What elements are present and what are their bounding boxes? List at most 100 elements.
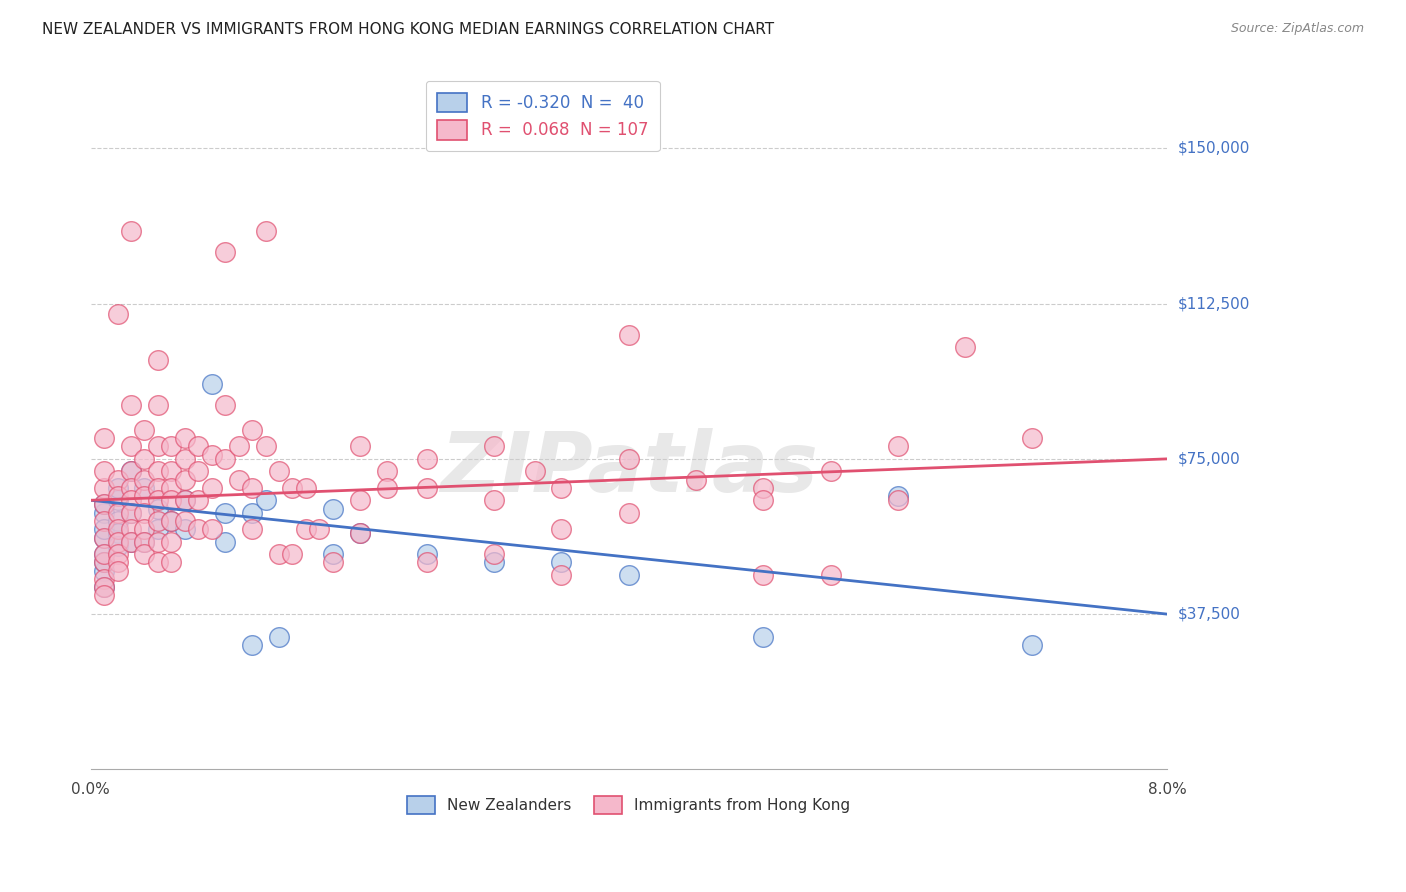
Point (214, 506, 236, 520)
Point (160, 534, 183, 549)
Point (752, 567, 775, 582)
Point (887, 489, 910, 503)
Point (120, 481, 142, 495)
Point (214, 244, 236, 259)
Point (120, 493, 142, 508)
Point (107, 534, 129, 549)
Text: ZIPatlas: ZIPatlas (440, 428, 818, 509)
Point (214, 398, 236, 412)
Point (752, 481, 775, 495)
Point (416, 451, 439, 466)
Point (120, 398, 142, 412)
Point (107, 473, 129, 487)
Point (134, 534, 156, 549)
Point (240, 506, 263, 520)
Point (160, 514, 183, 528)
Point (134, 473, 156, 487)
Point (240, 522, 263, 536)
Point (267, 630, 290, 644)
Point (93, 589, 115, 603)
Point (820, 567, 842, 582)
Point (93, 555, 115, 569)
Point (322, 501, 344, 516)
Point (214, 534, 236, 549)
Point (887, 440, 910, 454)
Point (160, 464, 183, 478)
Point (240, 481, 263, 495)
Point (93, 531, 115, 545)
Point (93, 522, 115, 536)
Point (267, 547, 290, 561)
Point (187, 493, 209, 508)
Point (322, 547, 344, 561)
Point (484, 555, 506, 569)
Point (93, 497, 115, 511)
Point (93, 531, 115, 545)
Point (550, 567, 572, 582)
Point (375, 464, 398, 478)
Point (484, 547, 506, 561)
Point (240, 423, 263, 437)
Point (214, 451, 236, 466)
Point (523, 464, 546, 478)
Point (416, 547, 439, 561)
Point (93, 580, 115, 594)
Legend: New Zealanders, Immigrants from Hong Kong: New Zealanders, Immigrants from Hong Kon… (398, 787, 859, 823)
Point (93, 464, 115, 478)
Point (295, 522, 318, 536)
Text: NEW ZEALANDER VS IMMIGRANTS FROM HONG KONG MEDIAN EARNINGS CORRELATION CHART: NEW ZEALANDER VS IMMIGRANTS FROM HONG KO… (42, 22, 775, 37)
Point (201, 522, 224, 536)
Point (160, 493, 183, 508)
Point (375, 481, 398, 495)
Point (228, 440, 250, 454)
Point (820, 464, 842, 478)
Point (240, 638, 263, 652)
Point (93, 572, 115, 586)
Point (1021, 638, 1043, 652)
Point (93, 580, 115, 594)
Point (146, 481, 169, 495)
Point (173, 473, 195, 487)
Point (201, 377, 224, 392)
Point (617, 567, 640, 582)
Text: $37,500: $37,500 (1178, 607, 1241, 622)
Point (107, 564, 129, 578)
Point (484, 493, 506, 508)
Point (173, 431, 195, 445)
Point (146, 522, 169, 536)
Point (107, 307, 129, 321)
Point (187, 440, 209, 454)
Point (173, 493, 195, 508)
Point (146, 534, 169, 549)
Point (146, 514, 169, 528)
Point (254, 440, 277, 454)
Point (953, 340, 976, 354)
Point (134, 451, 156, 466)
Point (107, 547, 129, 561)
Point (160, 555, 183, 569)
Point (120, 464, 142, 478)
Point (349, 526, 371, 541)
Point (550, 481, 572, 495)
Point (93, 547, 115, 561)
Point (146, 398, 169, 412)
Point (617, 327, 640, 342)
Point (322, 555, 344, 569)
Point (187, 522, 209, 536)
Point (107, 489, 129, 503)
Text: Source: ZipAtlas.com: Source: ZipAtlas.com (1230, 22, 1364, 36)
Point (146, 352, 169, 367)
Point (173, 522, 195, 536)
Point (484, 440, 506, 454)
Point (134, 489, 156, 503)
Point (173, 451, 195, 466)
Point (134, 423, 156, 437)
Point (93, 497, 115, 511)
Point (146, 464, 169, 478)
Point (107, 539, 129, 553)
Point (281, 481, 304, 495)
Point (550, 555, 572, 569)
Point (93, 506, 115, 520)
Point (107, 506, 129, 520)
Point (120, 440, 142, 454)
